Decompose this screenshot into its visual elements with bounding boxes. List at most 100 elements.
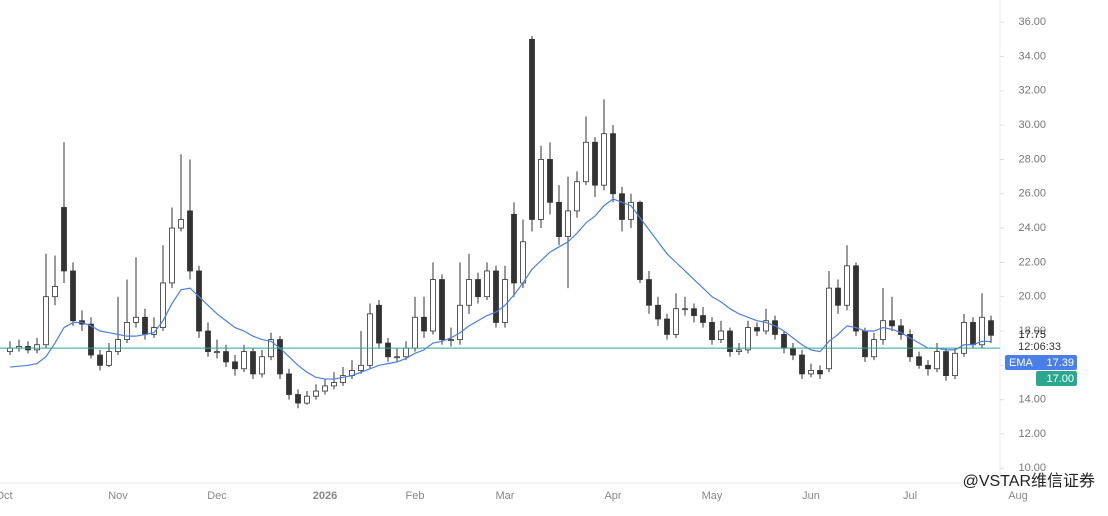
candle-body	[385, 342, 391, 358]
candle-body	[691, 308, 697, 316]
candle-body	[925, 364, 931, 370]
x-tick-label: Oct	[0, 490, 13, 502]
x-tick-label: Feb	[406, 490, 425, 502]
candle-body	[277, 339, 283, 375]
candle-body	[844, 265, 850, 306]
candle-body	[475, 279, 481, 298]
candle-body	[628, 201, 634, 220]
candle-body	[70, 270, 76, 322]
candle-body	[88, 323, 94, 356]
candle-body	[214, 351, 220, 353]
candle-body	[43, 296, 49, 346]
y-tick-label: 18.00	[1018, 325, 1046, 337]
candle-body	[538, 159, 544, 220]
candle-body	[187, 210, 193, 272]
x-tick-label: 2026	[313, 490, 337, 502]
candle-body	[745, 327, 751, 351]
candle-body	[97, 354, 103, 366]
candle-body	[619, 193, 625, 220]
candle-body	[889, 320, 895, 327]
y-tick-label: 34.00	[1018, 50, 1046, 62]
candle-body	[592, 141, 598, 186]
candle-body	[286, 373, 292, 395]
candle-body	[637, 201, 643, 280]
candle-body	[223, 351, 229, 363]
countdown: 12:06:33	[1018, 341, 1061, 353]
x-tick-label: Nov	[108, 490, 128, 502]
candle-body	[304, 395, 310, 404]
candle-body	[169, 227, 175, 284]
candle-body	[700, 315, 706, 323]
candle-body	[493, 270, 499, 323]
candle-body	[529, 38, 535, 220]
candle-body	[772, 320, 778, 335]
candle-body	[574, 181, 580, 212]
candle-body	[718, 330, 724, 340]
candle-body	[457, 304, 463, 340]
y-tick-label: 24.00	[1018, 222, 1046, 234]
candle-body	[736, 349, 742, 352]
candle-body	[520, 241, 526, 284]
price-line-label: 17.00	[1046, 373, 1074, 385]
x-tick-label: Aug	[1008, 490, 1028, 502]
candle-body	[412, 316, 418, 349]
x-tick-label: Jul	[903, 490, 917, 502]
x-tick-label: Apr	[604, 490, 621, 502]
candle-body	[430, 279, 436, 332]
candle-body	[322, 385, 328, 392]
candle-body	[160, 282, 166, 328]
candle-body	[358, 364, 364, 371]
y-tick-label: 30.00	[1018, 119, 1046, 131]
y-tick-label: 22.00	[1018, 256, 1046, 268]
candle-body	[151, 327, 157, 335]
candle-body	[763, 320, 769, 332]
y-tick-label: 36.00	[1018, 16, 1046, 28]
candle-body	[988, 320, 994, 336]
candle-body	[673, 308, 679, 335]
candle-body	[511, 213, 517, 284]
ema-line	[9, 198, 992, 380]
candle-body	[466, 279, 472, 306]
candle-body	[979, 316, 985, 346]
candle-body	[808, 370, 814, 375]
candle-body	[601, 133, 607, 186]
candle-body	[232, 361, 238, 370]
ema-badge	[1005, 355, 1077, 370]
y-tick-label: 10.00	[1018, 462, 1046, 474]
candle-body	[664, 318, 670, 335]
y-tick-label: 26.00	[1018, 188, 1046, 200]
candle-body	[610, 133, 616, 195]
candle-body	[295, 394, 301, 404]
candle-body	[394, 356, 400, 359]
candle-body	[898, 325, 904, 335]
candle-body	[205, 330, 211, 352]
candle-body	[61, 207, 67, 272]
candle-body	[34, 344, 40, 351]
watermark: @VSTAR维信证券	[963, 472, 1095, 490]
candle-body	[448, 339, 454, 341]
candle-body	[367, 313, 373, 366]
candle-body	[142, 316, 148, 335]
candle-body	[943, 351, 949, 377]
candle-body	[340, 375, 346, 383]
x-tick-label: Jun	[802, 490, 820, 502]
candle-body	[106, 351, 112, 366]
candle-body	[115, 339, 121, 352]
ema-badge-value: 17.39	[1046, 357, 1074, 369]
candle-body	[907, 334, 913, 358]
y-tick-label: 12.00	[1018, 428, 1046, 440]
candle-body	[376, 304, 382, 344]
y-tick-label: 14.00	[1018, 394, 1046, 406]
candle-body	[727, 330, 733, 352]
candle-body	[259, 356, 265, 375]
plot-area	[7, 35, 994, 409]
candle-body	[124, 322, 130, 340]
candle-body	[826, 287, 832, 370]
candle-body	[781, 334, 787, 349]
candle-body	[133, 316, 139, 323]
candle-body	[502, 279, 508, 323]
candle-body	[403, 347, 409, 358]
